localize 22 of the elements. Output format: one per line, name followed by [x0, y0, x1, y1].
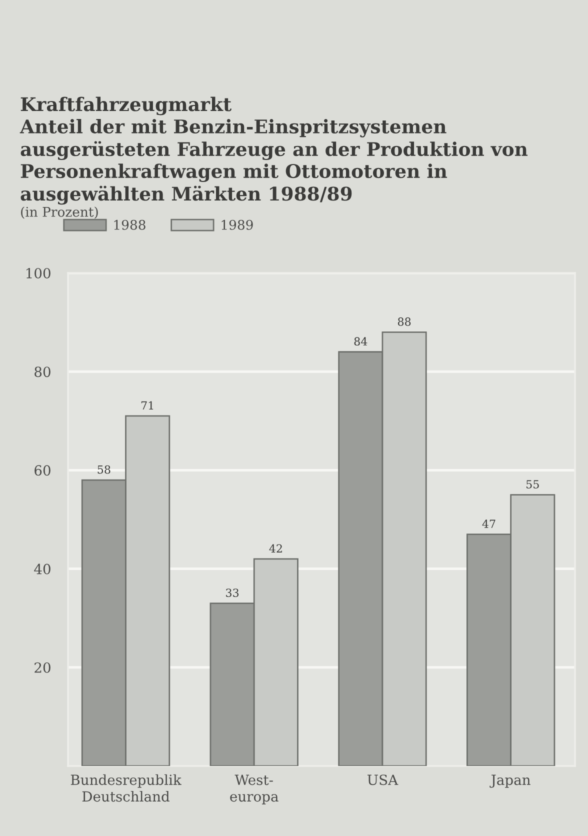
- x-tick-label: Bundesrepublik Deutschland: [70, 774, 182, 802]
- data-label: 84: [354, 337, 368, 346]
- data-label: 47: [482, 520, 496, 528]
- x-tick-label: USA: [367, 774, 398, 786]
- y-tick-label: 60: [34, 465, 50, 476]
- chart-title: Kraftfahrzeugmarkt: [20, 96, 232, 116]
- y-tick-label: 40: [34, 564, 50, 574]
- y-tick-label: 100: [26, 268, 50, 278]
- x-tick-label: West- europa: [230, 774, 278, 804]
- y-tick-label: 80: [34, 366, 50, 378]
- y-tick-label: 20: [34, 662, 50, 673]
- data-label: 55: [526, 480, 539, 489]
- legend-label: 1989: [222, 220, 253, 230]
- data-label: 42: [269, 544, 282, 552]
- data-label: 88: [398, 317, 411, 326]
- chart-subtitle: Anteil der mit Benzin-Einspritzsystemen ausgerüsteten Fahrzeuge an der Produktion von Personenkraftwagen mit Ottomotoren in ausgewählten Märkten 1988/89: [20, 119, 528, 205]
- data-label: 33: [226, 588, 239, 597]
- data-label: 58: [98, 465, 110, 474]
- x-tick-label: Japan: [490, 774, 530, 788]
- legend-label: 1988: [114, 220, 146, 230]
- data-label: 71: [141, 401, 154, 410]
- y-axis-title: (in Prozent): [21, 206, 98, 219]
